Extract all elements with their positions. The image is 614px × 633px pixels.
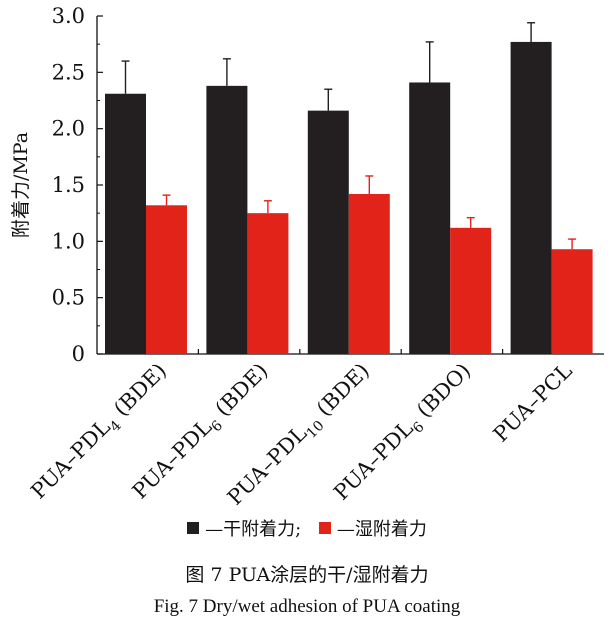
y-tick-labels: 0 0.5 1.0 1.5 2.0 2.5 3.0 — [52, 4, 85, 366]
legend-label-wet: —湿附着力 — [336, 519, 427, 540]
error-bar-dry — [425, 41, 434, 83]
y-tick-label: 0.5 — [52, 286, 85, 310]
bar-chart: 0 0.5 1.0 1.5 2.0 2.5 3.0 PUA–PDL4 (BDE)PUA–PD… — [10, 4, 604, 510]
bar-wet — [551, 249, 593, 354]
error-bar-dry — [527, 22, 536, 42]
error-bar-wet — [568, 238, 577, 250]
error-bar-wet — [162, 194, 171, 206]
bar-dry — [307, 110, 349, 354]
chart-error-bars — [121, 22, 577, 250]
error-bar-wet — [365, 175, 374, 195]
y-tick-label: 1.0 — [52, 229, 85, 253]
bar-wet — [450, 227, 492, 354]
bar-wet — [348, 194, 390, 354]
bar-wet — [247, 213, 289, 354]
legend-item-dry: —干附着力; — [187, 515, 301, 541]
y-tick-label: 2.0 — [52, 117, 85, 141]
x-tick-label: PUA–PCL — [489, 359, 577, 447]
bar-dry — [409, 82, 451, 355]
x-tick-labels: PUA–PDL4 (BDE)PUA–PDL6 (BDE)PUA–PDL10 (B… — [26, 359, 577, 510]
error-bar-dry — [121, 60, 130, 94]
bar-wet — [146, 205, 187, 354]
error-bar-wet — [466, 216, 475, 228]
error-bar-wet — [263, 200, 272, 214]
bar-dry — [510, 41, 552, 355]
figure-caption-chinese: 图 7 PUA涂层的干/湿附着力 — [185, 564, 429, 586]
legend-label-dry: —干附着力; — [205, 519, 302, 540]
error-bar-dry — [324, 88, 333, 111]
figure-caption-english: Fig. 7 Dry/wet adhesion of PUA coating — [153, 596, 461, 617]
bar-dry — [105, 93, 146, 355]
legend-swatch-wet — [318, 522, 331, 534]
y-tick-label: 3.0 — [52, 4, 85, 28]
legend-item-wet: —湿附着力 — [318, 515, 427, 541]
chart-bars — [105, 41, 593, 355]
legend-swatch-dry — [187, 522, 200, 534]
y-tick-label: 2.5 — [52, 60, 85, 84]
bar-dry — [206, 85, 248, 354]
y-tick-label: 1.5 — [52, 173, 85, 197]
error-bar-dry — [222, 58, 231, 86]
chart-legend: —干附着力; —湿附着力 — [0, 515, 614, 541]
y-tick-label: 0 — [72, 342, 85, 366]
y-axis-label: 附着力/MPa — [10, 132, 32, 238]
